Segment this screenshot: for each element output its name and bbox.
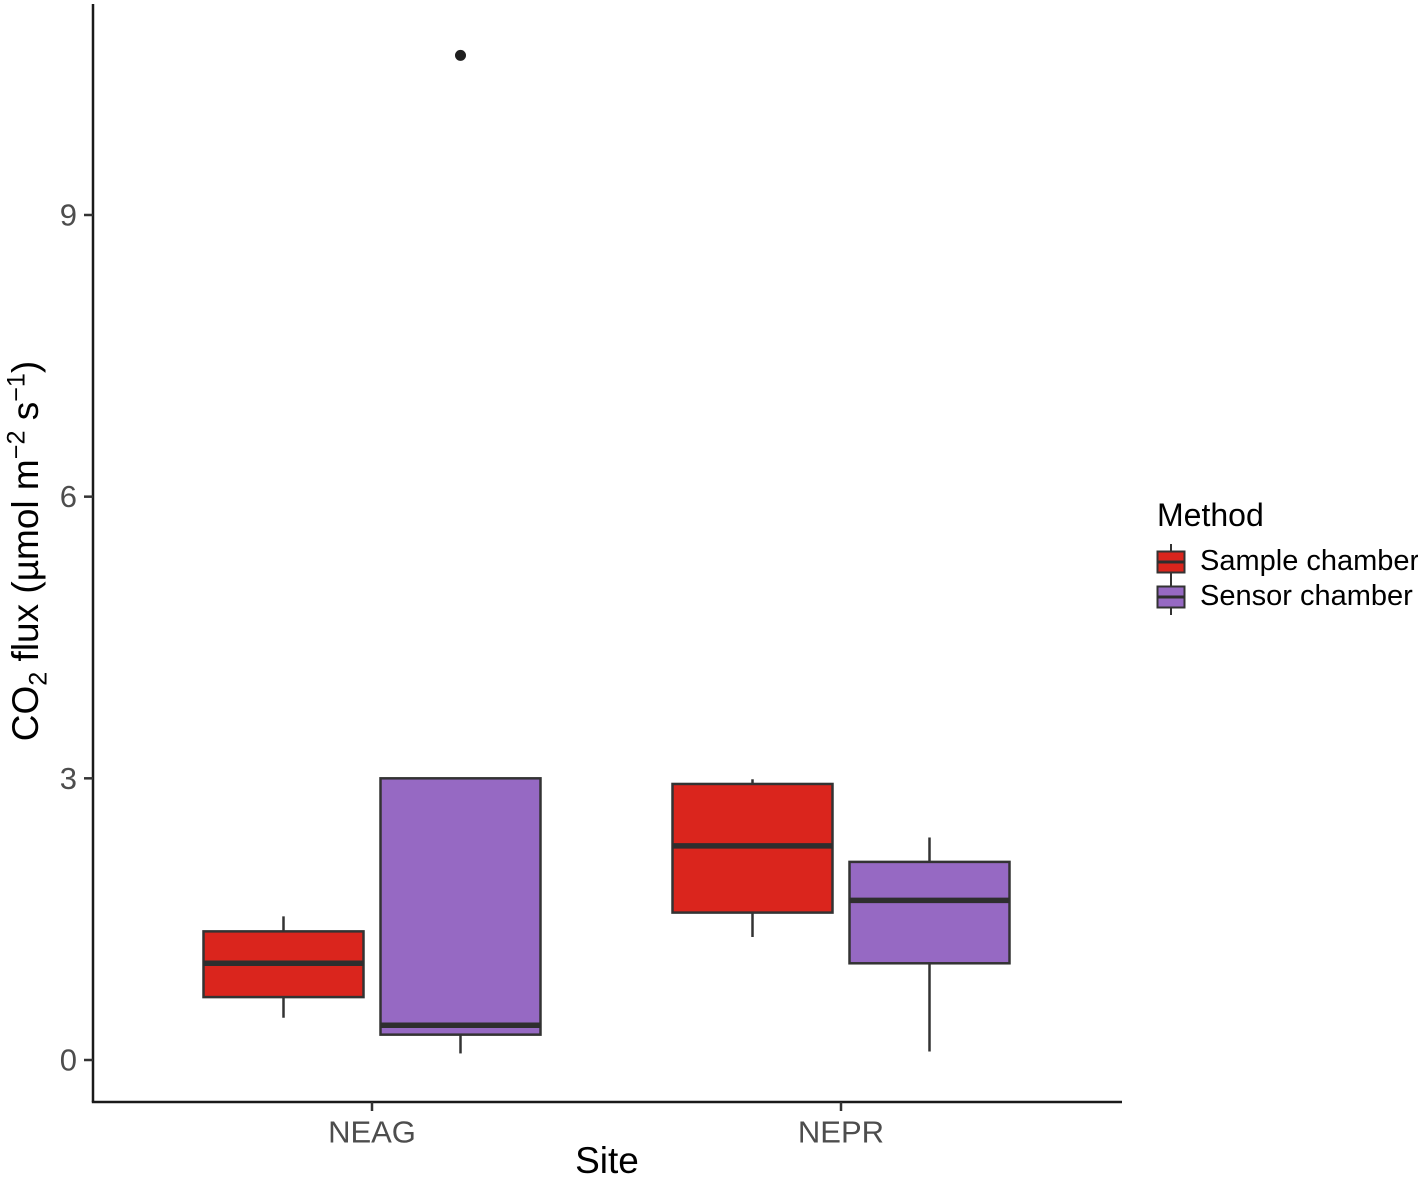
axes: 0 3 6 9 NEAG NEPR bbox=[60, 4, 1122, 1149]
iqr-box bbox=[379, 777, 542, 1036]
legend-item-label: Sensor chamber bbox=[1200, 580, 1413, 612]
outlier-point bbox=[455, 49, 466, 61]
y-axis-title-part: s bbox=[4, 401, 46, 431]
legend-items: Sample chamber Sensor chamber bbox=[1156, 543, 1418, 615]
box-sensor-chamber-neag bbox=[379, 49, 542, 1054]
boxplot-key-icon bbox=[1156, 543, 1186, 580]
y-axis-title-part: 2 bbox=[24, 671, 53, 686]
box-sensor-chamber-nepr bbox=[848, 837, 1011, 1052]
y-axis-title-part: flux (µmol m bbox=[4, 459, 46, 672]
x-tick-label: NEAG bbox=[328, 1114, 416, 1149]
boxplot-key-icon bbox=[1156, 578, 1186, 615]
legend-item-label: Sample chamber bbox=[1200, 545, 1418, 577]
boxplot-series bbox=[202, 49, 1011, 1054]
y-tick-label: 0 bbox=[60, 1043, 77, 1078]
x-tick-label: NEPR bbox=[798, 1114, 884, 1149]
iqr-box bbox=[848, 860, 1011, 965]
y-axis-title-part: −2 bbox=[2, 430, 31, 460]
y-axis-title-part: ) bbox=[4, 360, 46, 374]
y-tick-label: 3 bbox=[60, 761, 77, 796]
y-tick-label: 6 bbox=[60, 479, 77, 514]
box-sample-chamber-nepr bbox=[671, 779, 834, 938]
legend: Method Sample chamber Sensor chamber bbox=[1156, 497, 1418, 615]
y-axis-title-part: −1 bbox=[2, 373, 31, 402]
y-axis-title: CO2 flux (µmol m−2 s−1) bbox=[3, 361, 54, 741]
legend-item: Sensor chamber bbox=[1156, 578, 1418, 615]
y-tick-label: 9 bbox=[60, 197, 77, 232]
legend-title: Method bbox=[1157, 497, 1264, 533]
box-sample-chamber-neag bbox=[202, 916, 365, 1018]
y-axis-title-part: CO bbox=[4, 685, 46, 742]
x-axis-title: Site bbox=[575, 1140, 639, 1181]
legend-item: Sample chamber bbox=[1156, 543, 1418, 580]
